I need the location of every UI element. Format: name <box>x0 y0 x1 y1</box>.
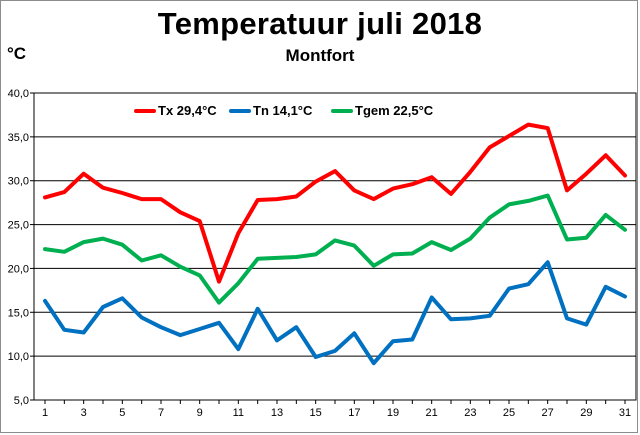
y-tick-label: 15,0 <box>8 307 29 319</box>
x-tick-label: 11 <box>233 407 244 419</box>
series-line-2 <box>43 260 627 366</box>
x-tick-label: 17 <box>348 407 360 419</box>
y-tick-label: 40,0 <box>8 88 29 100</box>
x-tick-label: 5 <box>119 407 125 419</box>
chart-title: Temperatuur juli 2018 <box>157 6 483 41</box>
x-tick-label: 13 <box>271 407 283 419</box>
legend-label-1: Tx 29,4°C <box>158 103 217 118</box>
x-tick-label: 15 <box>310 407 322 419</box>
y-axis-unit-label: °C <box>7 44 27 63</box>
x-tick-label: 19 <box>387 407 399 419</box>
x-tick-label: 25 <box>503 407 515 419</box>
legend-label-2: Tn 14,1°C <box>253 103 313 118</box>
y-tick-label: 10,0 <box>8 351 29 363</box>
series-line-3 <box>43 193 627 305</box>
x-tick-label: 9 <box>197 407 203 419</box>
series-line-1 <box>43 122 627 284</box>
y-tick-label: 25,0 <box>8 220 29 232</box>
x-tick-label: 29 <box>580 407 592 419</box>
y-tick-label: 5,0 <box>14 395 29 407</box>
x-tick-label: 23 <box>464 407 476 419</box>
legend-label-3: Tgem 22,5°C <box>355 103 434 118</box>
x-tick-label: 27 <box>542 407 554 419</box>
y-tick-label: 35,0 <box>8 132 29 144</box>
y-tick-label: 20,0 <box>8 263 29 275</box>
x-tick-label: 31 <box>619 407 631 419</box>
x-tick-label: 7 <box>158 407 164 419</box>
x-tick-label: 21 <box>426 407 438 419</box>
y-tick-label: 30,0 <box>8 176 29 188</box>
x-tick-label: 1 <box>42 407 48 419</box>
x-tick-label: 3 <box>81 407 87 419</box>
chart-subtitle: Montfort <box>285 46 355 65</box>
